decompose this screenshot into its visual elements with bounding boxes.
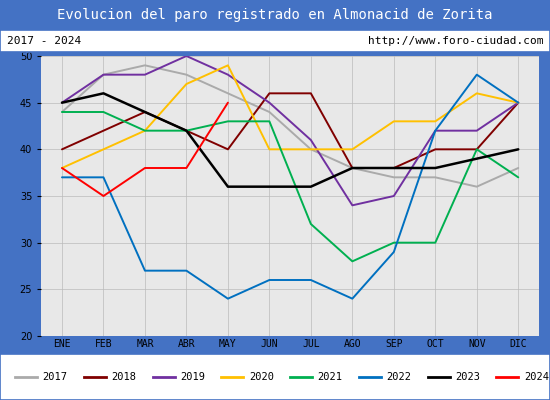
Text: 2020: 2020 bbox=[249, 372, 274, 382]
Text: 2024: 2024 bbox=[524, 372, 549, 382]
Text: 2019: 2019 bbox=[180, 372, 205, 382]
Text: 2022: 2022 bbox=[386, 372, 411, 382]
Text: 2018: 2018 bbox=[111, 372, 136, 382]
Text: 2021: 2021 bbox=[318, 372, 343, 382]
Text: http://www.foro-ciudad.com: http://www.foro-ciudad.com bbox=[368, 36, 543, 46]
Text: Evolucion del paro registrado en Almonacid de Zorita: Evolucion del paro registrado en Almonac… bbox=[57, 8, 493, 22]
Text: 2023: 2023 bbox=[455, 372, 480, 382]
Text: 2017: 2017 bbox=[43, 372, 68, 382]
Text: 2017 - 2024: 2017 - 2024 bbox=[7, 36, 81, 46]
